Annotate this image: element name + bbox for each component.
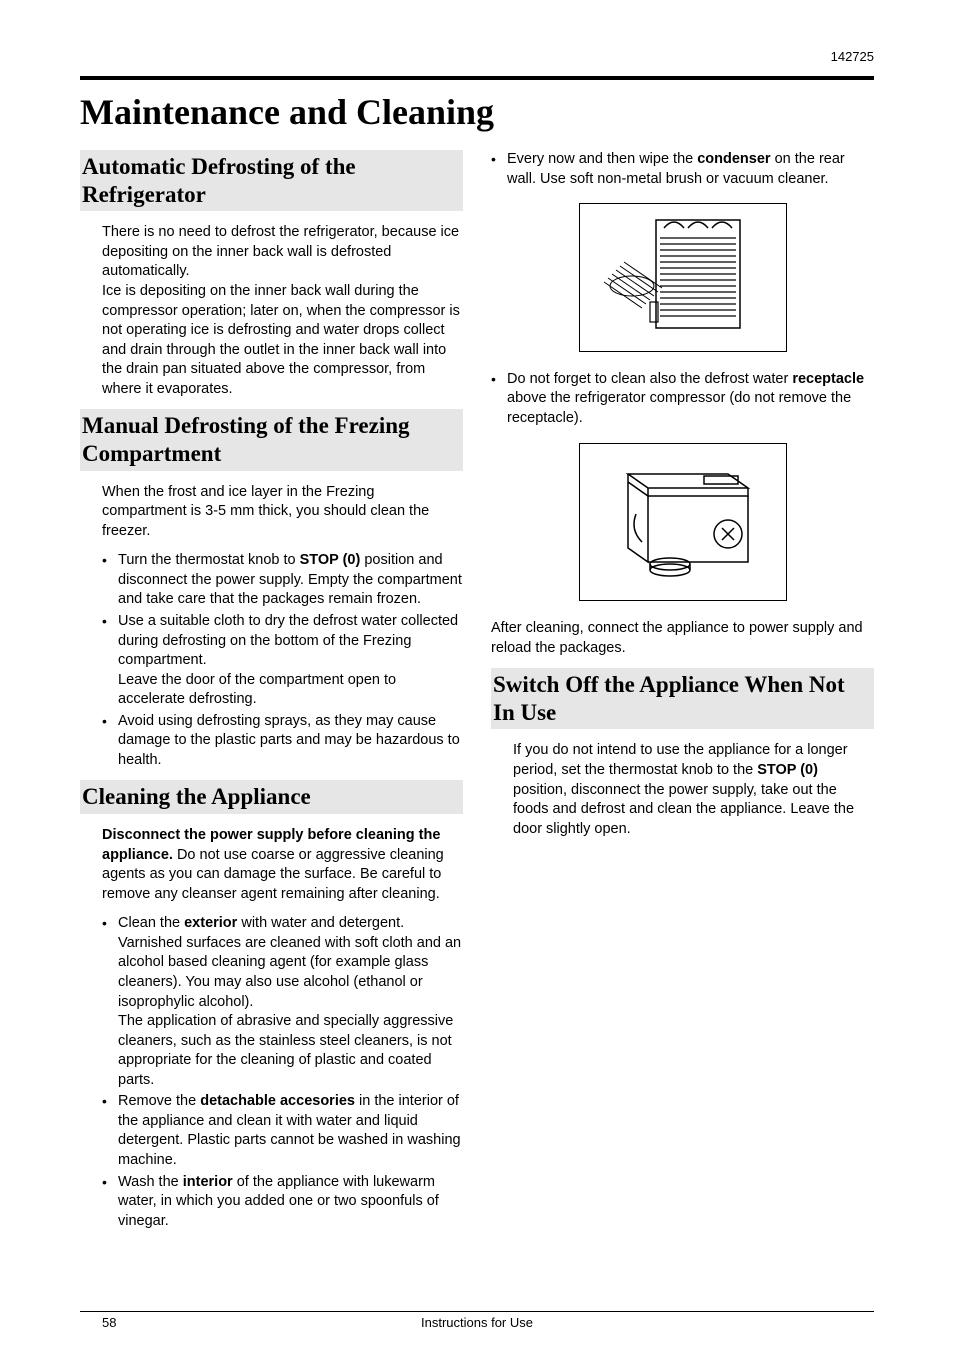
list-item: Remove the detachable accesories in the …: [102, 1092, 463, 1170]
top-rule: [80, 76, 874, 80]
heading-auto-defrost: Automatic Defrosting of the Refrigerator: [80, 150, 463, 211]
list-item: Clean the exterior with water and deterg…: [102, 914, 463, 1090]
heading-switch-off: Switch Off the Appliance When Not In Use: [491, 668, 874, 729]
right-column: Every now and then wipe the condenser on…: [491, 150, 874, 1241]
list-cleaning: Clean the exterior with water and deterg…: [102, 914, 463, 1231]
para-auto-defrost: There is no need to defrost the refriger…: [102, 223, 463, 399]
page-number: 58: [80, 1314, 140, 1332]
document-id: 142725: [80, 48, 874, 66]
para-after-cleaning: After cleaning, connect the appliance to…: [491, 619, 874, 658]
list-item: Use a suitable cloth to dry the defrost …: [102, 612, 463, 710]
list-item: Do not forget to clean also the defrost …: [491, 370, 874, 429]
para-cleaning-intro: Disconnect the power supply before clean…: [102, 826, 463, 904]
condenser-icon: [598, 214, 768, 334]
content-columns: Automatic Defrosting of the Refrigerator…: [80, 150, 874, 1241]
illustration-condenser: [491, 203, 874, 352]
list-item: Avoid using defrosting sprays, as they m…: [102, 712, 463, 771]
footer-text: Instructions for Use: [140, 1314, 814, 1332]
list-item: Turn the thermostat knob to STOP (0) pos…: [102, 551, 463, 610]
heading-manual-defrost: Manual Defrosting of the Frezing Compart…: [80, 409, 463, 470]
para-switch-off: If you do not intend to use the applianc…: [513, 741, 874, 839]
para-manual-intro: When the frost and ice layer in the Frez…: [102, 483, 463, 542]
page-footer: 58 Instructions for Use: [80, 1311, 874, 1332]
list-item: Every now and then wipe the condenser on…: [491, 150, 874, 189]
list-condenser: Every now and then wipe the condenser on…: [491, 150, 874, 189]
list-receptacle: Do not forget to clean also the defrost …: [491, 370, 874, 429]
illustration-receptacle: [491, 443, 874, 602]
list-item: Wash the interior of the appliance with …: [102, 1173, 463, 1232]
left-column: Automatic Defrosting of the Refrigerator…: [80, 150, 463, 1241]
page-title: Maintenance and Cleaning: [80, 88, 874, 137]
list-manual-defrost: Turn the thermostat knob to STOP (0) pos…: [102, 551, 463, 770]
receptacle-icon: [598, 454, 768, 584]
heading-cleaning: Cleaning the Appliance: [80, 780, 463, 814]
